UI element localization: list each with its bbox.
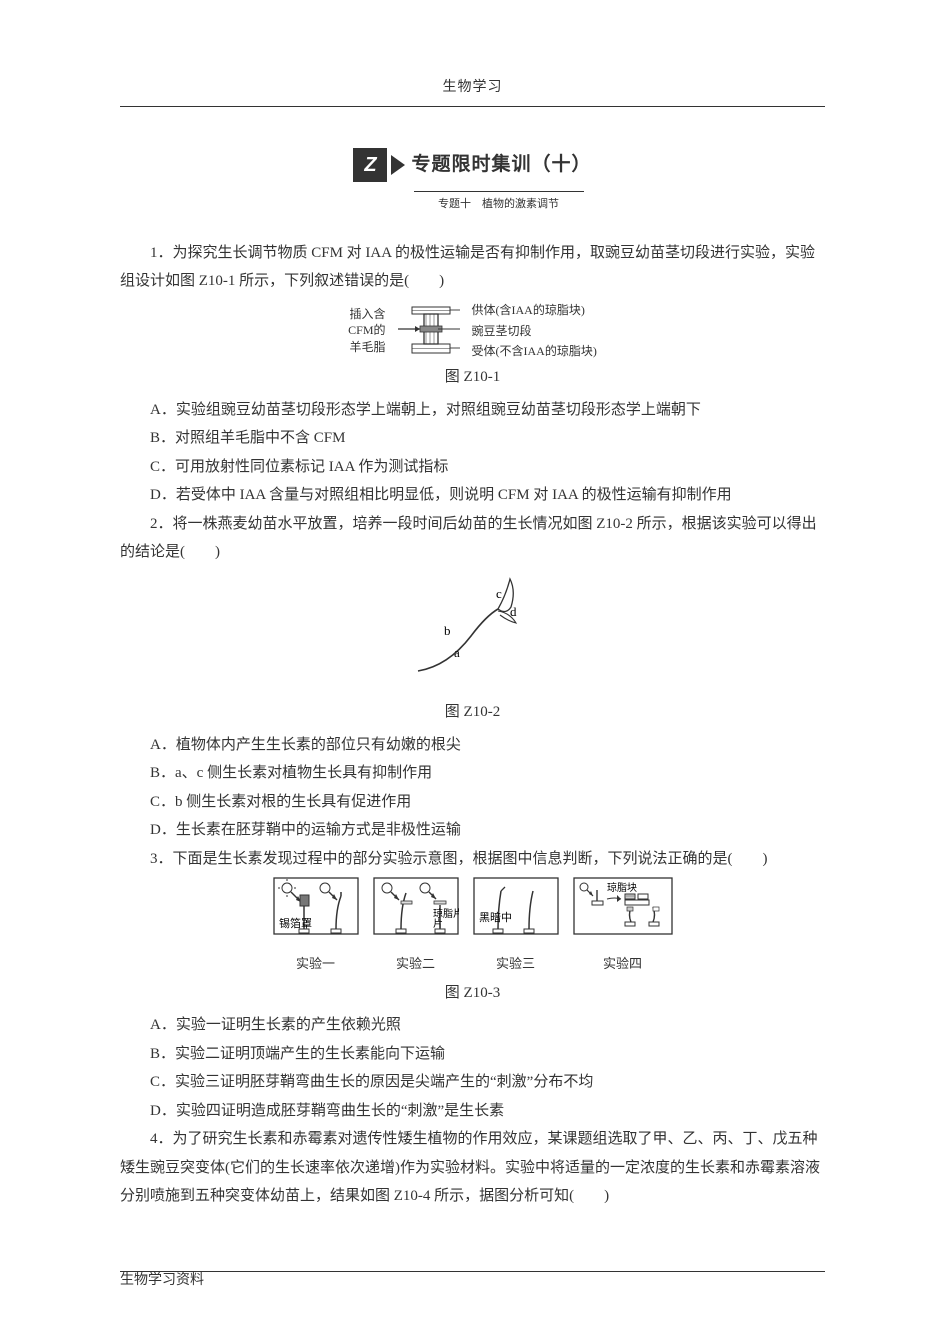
q3-option-a: A．实验一证明生长素的产生依赖光照 [120, 1011, 825, 1040]
fig2-caption: 图 Z10-2 [120, 698, 825, 727]
q1-option-a: A．实验组豌豆幼苗茎切段形态学上端朝上，对照组豌豆幼苗茎切段形态学上端朝下 [120, 396, 825, 425]
q2-option-d: D．生长素在胚芽鞘中的运输方式是非极性运输 [120, 816, 825, 845]
footer-rule [120, 1271, 825, 1272]
svg-text:黑暗中: 黑暗中 [479, 910, 512, 924]
banner-subtitle: 专题十 植物的激素调节 [414, 191, 584, 215]
q3-option-c: C．实验三证明胚芽鞘弯曲生长的原因是尖端产生的“刺激”分布不均 [120, 1068, 825, 1097]
exp2-label: 实验二 [373, 952, 459, 977]
exp3-label: 实验三 [473, 952, 559, 977]
svg-text:c: c [496, 586, 502, 601]
topic-banner: Z 专题限时集训（十） [120, 147, 825, 183]
fig1-r3: 受体(不含IAA的琼脂块) [472, 341, 597, 361]
svg-text:片: 片 [433, 917, 443, 930]
q1-option-b: B．对照组羊毛脂中不含 CFM [120, 424, 825, 453]
svg-text:琼脂块: 琼脂块 [607, 881, 637, 894]
fig1-left-3: 羊毛脂 [348, 339, 385, 356]
exp2-icon: 琼脂片 片 [373, 877, 459, 939]
q2-stem: 2．将一株燕麦幼苗水平放置，培养一段时间后幼苗的生长情况如图 Z10-2 所示，… [120, 510, 825, 567]
q3-option-d: D．实验四证明造成胚芽鞘弯曲生长的“刺激”是生长素 [120, 1097, 825, 1126]
exp4-icon: 琼脂块 [573, 877, 673, 939]
exp1-icon: 锡箔罩 [273, 877, 359, 939]
q1-option-c: C．可用放射性同位素标记 IAA 作为测试指标 [120, 453, 825, 482]
exp3-icon: 黑暗中 [473, 877, 559, 939]
exp4-label: 实验四 [573, 952, 673, 977]
arrow-icon [391, 155, 405, 175]
q1-stem: 1．为探究生长调节物质 CFM 对 IAA 的极性运输是否有抑制作用，取豌豆幼苗… [120, 239, 825, 296]
fig3-caption: 图 Z10-3 [120, 979, 825, 1008]
q1-option-d: D．若受体中 IAA 含量与对照组相比明显低，则说明 CFM 对 IAA 的极性… [120, 481, 825, 510]
header-rule [120, 106, 825, 107]
figure-z10-3: 锡箔罩 实验一 琼脂片 片 实验二 [120, 877, 825, 1007]
seedling-icon: a b c d [398, 571, 548, 686]
fig1-r2: 豌豆茎切段 [472, 321, 597, 341]
z-badge-icon: Z [353, 148, 387, 182]
fig1-left-2: CFM的 [348, 322, 385, 339]
svg-text:b: b [444, 623, 451, 638]
exp1-label: 实验一 [273, 952, 359, 977]
footer-text: 生物学习资料 [120, 1268, 204, 1295]
fig1-caption: 图 Z10-1 [120, 363, 825, 392]
q2-option-b: B．a、c 侧生长素对植物生长具有抑制作用 [120, 759, 825, 788]
svg-text:a: a [454, 645, 460, 660]
banner-title: 专题限时集训（十） [411, 147, 591, 183]
q4-stem: 4．为了研究生长素和赤霉素对遗传性矮生植物的作用效应，某课题组选取了甲、乙、丙、… [120, 1125, 825, 1211]
fig1-r1: 供体(含IAA的琼脂块) [472, 300, 597, 320]
q2-option-a: A．植物体内产生生长素的部位只有幼嫩的根尖 [120, 731, 825, 760]
svg-text:锡箔罩: 锡箔罩 [279, 916, 312, 930]
q2-option-c: C．b 侧生长素对根的生长具有促进作用 [120, 788, 825, 817]
page-header: 生物学习 [120, 75, 825, 102]
figure-z10-2: a b c d 图 Z10-2 [120, 571, 825, 727]
fig1-diagram-icon [394, 301, 464, 361]
q3-stem: 3．下面是生长素发现过程中的部分实验示意图，根据图中信息判断，下列说法正确的是(… [120, 845, 825, 874]
fig1-left-1: 插入含 [348, 306, 385, 323]
q3-option-b: B．实验二证明顶端产生的生长素能向下运输 [120, 1040, 825, 1069]
svg-text:d: d [510, 604, 517, 619]
figure-z10-1: 插入含 CFM的 羊毛脂 供体(含IAA的琼脂块) 豌豆茎切段 受体(不含IAA… [120, 300, 825, 392]
